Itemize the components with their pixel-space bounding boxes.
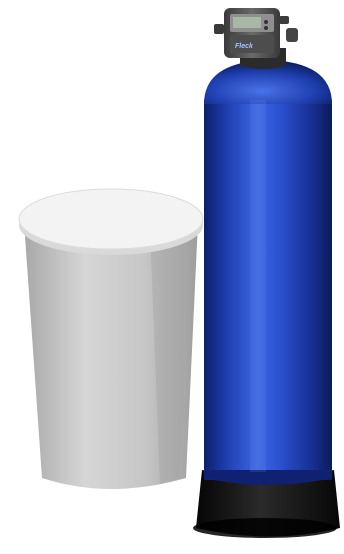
brine-tank — [18, 188, 204, 489]
control-button — [264, 20, 268, 24]
brine-tank-lid — [19, 189, 203, 249]
vessel-base — [193, 470, 340, 538]
brine-tank-lid-shade — [18, 188, 204, 250]
control-display — [233, 17, 261, 28]
control-head: Fleck — [214, 8, 298, 69]
pressure-vessel — [204, 60, 332, 485]
control-head-logo: Fleck — [235, 43, 254, 50]
control-button — [264, 26, 268, 30]
brine-tank-shadow — [150, 230, 186, 484]
brine-tank-body — [24, 222, 198, 489]
